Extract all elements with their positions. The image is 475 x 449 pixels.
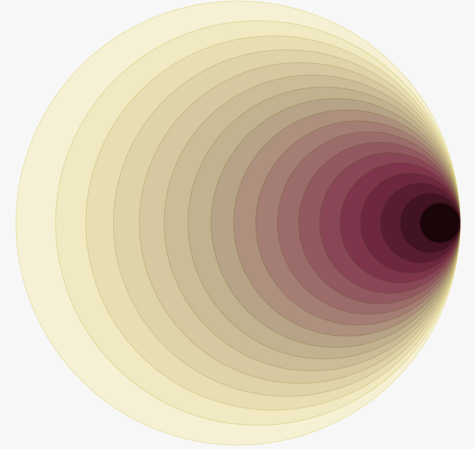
ring-group (15, 0, 461, 446)
ring-circle (419, 202, 461, 244)
